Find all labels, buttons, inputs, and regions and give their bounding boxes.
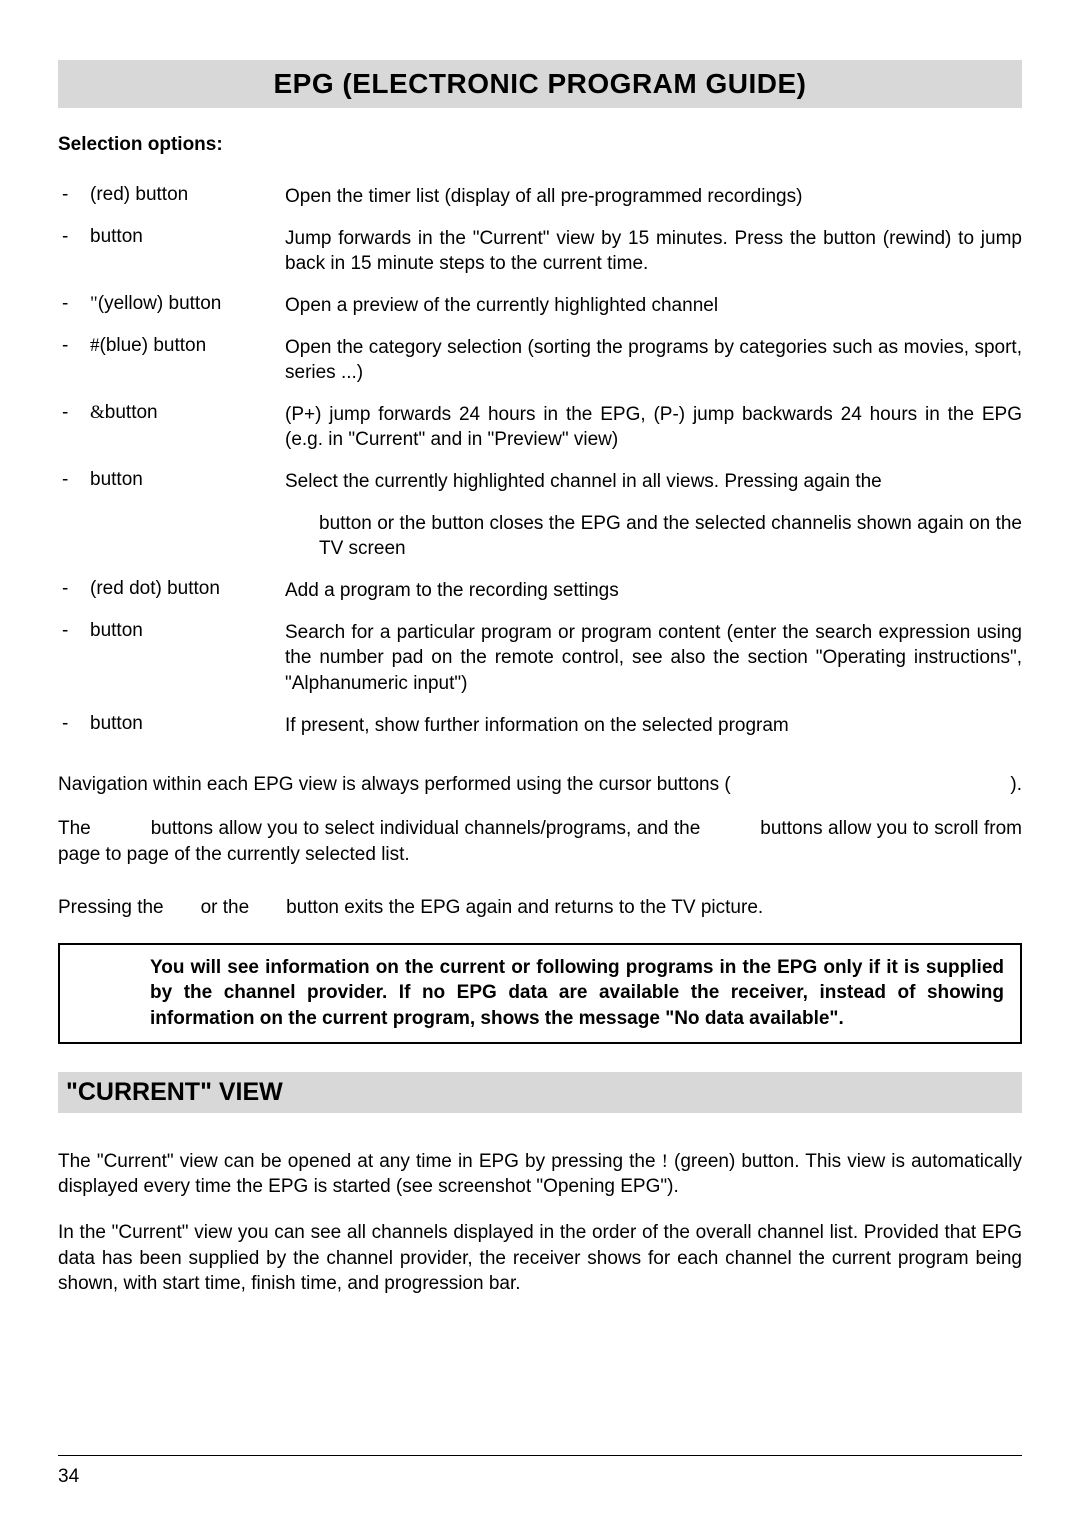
option-dash: - <box>58 402 90 469</box>
option-row: -&button(P+) jump forwards 24 hours in t… <box>58 402 1022 469</box>
nav2a: The <box>58 818 91 839</box>
option-label: "(yellow) button <box>90 293 285 335</box>
nav1-text: Navigation within each EPG view is alway… <box>58 772 731 798</box>
section-banner: "CURRENT" VIEW <box>58 1072 1022 1113</box>
nav-paragraph-1: Navigation within each EPG view is alway… <box>58 772 1022 798</box>
option-dash: - <box>58 713 90 755</box>
option-dash: - <box>58 335 90 402</box>
option-row: -buttonSearch for a particular program o… <box>58 620 1022 713</box>
body-para-1: The "Current" view can be opened at any … <box>58 1149 1022 1200</box>
option-dash: - <box>58 226 90 293</box>
nav-paragraph-2: The buttons allow you to select individu… <box>58 816 1022 867</box>
footer-line <box>58 1455 1022 1456</box>
option-label: button <box>90 620 285 713</box>
option-dash: - <box>58 620 90 713</box>
option-row: -buttonJump forwards in the "Current" vi… <box>58 226 1022 293</box>
page-title: EPG (ELECTRONIC PROGRAM GUIDE) <box>58 68 1022 100</box>
options-table: -(red) buttonOpen the timer list (displa… <box>58 184 1022 754</box>
option-desc: Jump forwards in the "Current" view by 1… <box>285 226 1022 293</box>
option-desc: Select the currently highlighted channel… <box>285 469 1022 511</box>
option-desc: (P+) jump forwards 24 hours in the EPG, … <box>285 402 1022 469</box>
nav3c: button exits the EPG again and returns t… <box>286 897 763 918</box>
option-desc: button or the button closes the EPG and … <box>285 511 1022 578</box>
nav1-end: ). <box>1010 772 1022 798</box>
option-row: -#(blue) buttonOpen the category selecti… <box>58 335 1022 402</box>
option-label: #(blue) button <box>90 335 285 402</box>
option-row: button or the button closes the EPG and … <box>58 511 1022 578</box>
green-button-symbol: ! <box>662 1151 668 1172</box>
page-number: 34 <box>58 1466 79 1488</box>
option-dash: - <box>58 578 90 620</box>
nav2b: buttons allow you to select individual c… <box>151 818 701 839</box>
option-desc: Open a preview of the currently highligh… <box>285 293 1022 335</box>
option-row: -(red dot) buttonAdd a program to the re… <box>58 578 1022 620</box>
option-label: (red dot) button <box>90 578 285 620</box>
info-box: You will see information on the current … <box>58 943 1022 1044</box>
option-dash: - <box>58 293 90 335</box>
option-desc: Open the category selection (sorting the… <box>285 335 1022 402</box>
option-dash: - <box>58 469 90 511</box>
option-label: button <box>90 469 285 511</box>
option-row: -"(yellow) buttonOpen a preview of the c… <box>58 293 1022 335</box>
option-desc: Search for a particular program or progr… <box>285 620 1022 713</box>
option-label: button <box>90 713 285 755</box>
option-label: (red) button <box>90 184 285 226</box>
para1a: The "Current" view can be opened at any … <box>58 1151 662 1172</box>
option-desc: Open the timer list (display of all pre-… <box>285 184 1022 226</box>
nav3a: Pressing the <box>58 897 164 918</box>
option-row: -buttonIf present, show further informat… <box>58 713 1022 755</box>
info-box-text: You will see information on the current … <box>150 955 1004 1032</box>
option-row: -buttonSelect the currently highlighted … <box>58 469 1022 511</box>
title-banner: EPG (ELECTRONIC PROGRAM GUIDE) <box>58 60 1022 108</box>
section-title: "CURRENT" VIEW <box>66 1078 1014 1107</box>
nav3b: or the <box>201 897 250 918</box>
option-label: button <box>90 226 285 293</box>
option-label: &button <box>90 402 285 469</box>
nav-paragraph-3: Pressing the or the button exits the EPG… <box>58 895 1022 921</box>
option-dash: - <box>58 184 90 226</box>
selection-options-heading: Selection options: <box>58 134 1022 156</box>
option-dash <box>58 511 90 578</box>
option-desc: Add a program to the recording settings <box>285 578 1022 620</box>
option-label <box>90 511 285 578</box>
body-para-2: In the "Current" view you can see all ch… <box>58 1220 1022 1297</box>
option-desc: If present, show further information on … <box>285 713 1022 755</box>
option-row: -(red) buttonOpen the timer list (displa… <box>58 184 1022 226</box>
